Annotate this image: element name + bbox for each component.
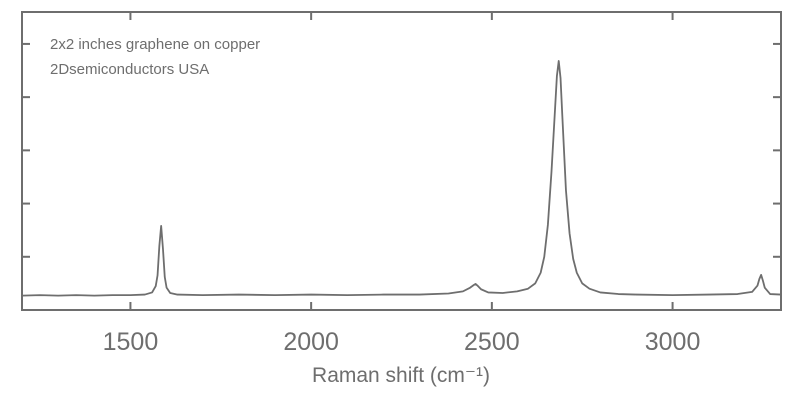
x-axis-label: Raman shift (cm⁻¹) [312, 364, 490, 387]
x-tick-label: 3000 [645, 328, 701, 356]
x-tick-label: 2000 [283, 328, 339, 356]
annotation: 2x2 inches graphene on copper [50, 36, 260, 53]
x-tick-label: 2500 [464, 328, 520, 356]
spectrum-line [21, 60, 782, 297]
x-tick-label: 1500 [103, 328, 159, 356]
plot-frame [21, 11, 782, 311]
annotation: 2Dsemiconductors USA [50, 61, 209, 78]
